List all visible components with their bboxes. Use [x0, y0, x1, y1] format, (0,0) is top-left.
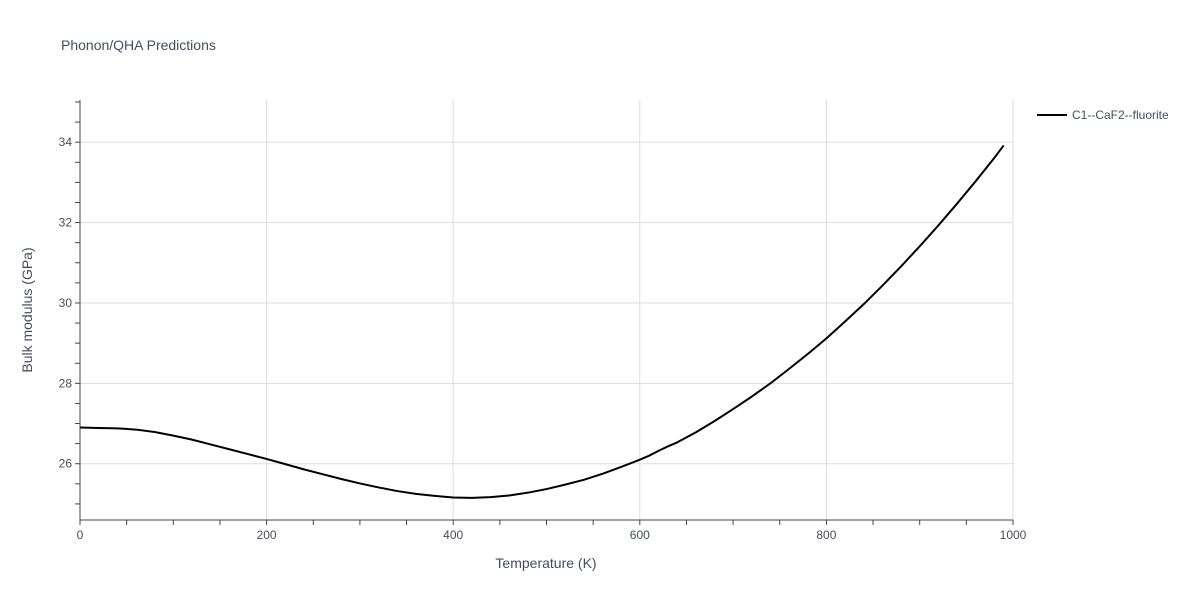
series-layer [79, 144, 1005, 499]
x-tick-label: 800 [816, 528, 836, 542]
y-tick-label: 26 [59, 457, 73, 471]
y-tick-label: 32 [59, 216, 73, 230]
y-tick-label: 30 [59, 296, 73, 310]
x-tick-label: 600 [630, 528, 650, 542]
legend-label: C1--CaF2--fluorite [1072, 108, 1169, 122]
axis-layer: 0 200 400 600 800 1000 26 28 30 32 34 [59, 100, 1027, 542]
x-tick-label: 1000 [1000, 528, 1027, 542]
x-axis-label: Temperature (K) [495, 555, 596, 571]
y-tick-label: 34 [59, 135, 73, 149]
grid-layer [80, 100, 1014, 520]
x-tick-label: 400 [443, 528, 463, 542]
legend[interactable]: C1--CaF2--fluorite [1037, 108, 1169, 122]
x-tick-label: 0 [77, 528, 84, 542]
chart-title: Phonon/QHA Predictions [61, 37, 216, 53]
y-axis-label: Bulk modulus (GPa) [19, 247, 35, 372]
x-tick-label: 200 [257, 528, 277, 542]
series-line [79, 144, 1005, 499]
y-tick-label: 28 [59, 376, 73, 390]
